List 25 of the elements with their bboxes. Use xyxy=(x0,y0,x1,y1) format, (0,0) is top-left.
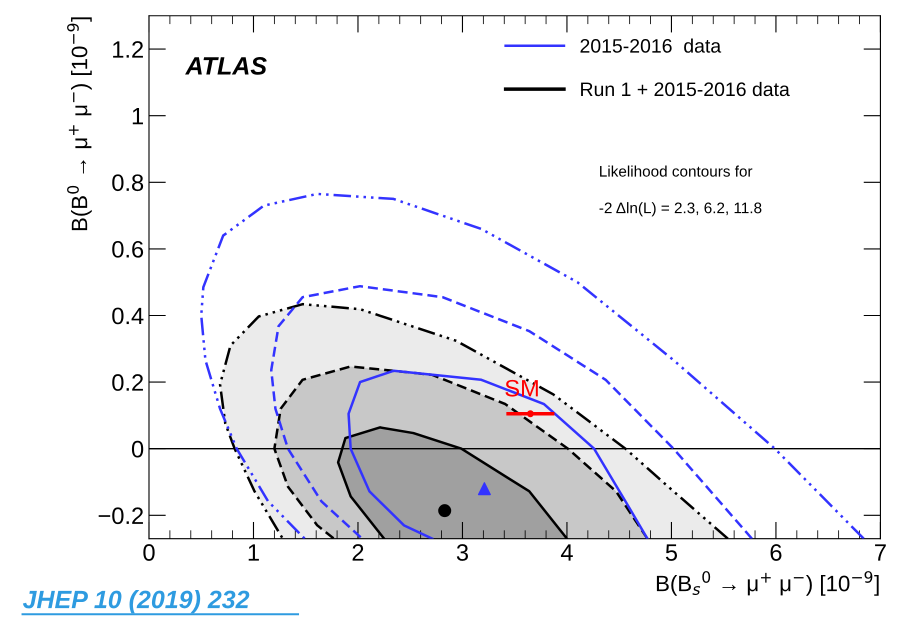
y-tick-label: 0 xyxy=(132,440,144,458)
x-tick-label: 1 xyxy=(248,544,259,561)
y-tick-label: 1 xyxy=(132,108,143,124)
annotation: ATLAS xyxy=(185,57,267,75)
x-tick-label: 3 xyxy=(456,544,468,561)
y-tick-label: 0.8 xyxy=(112,174,144,192)
legend-label: 2015-2016 data xyxy=(580,38,722,53)
text: JHEP 10 (2019) 232 xyxy=(22,590,250,614)
x-tick-label: 5 xyxy=(666,544,678,561)
x-tick-label: 7 xyxy=(875,544,886,561)
y-tick-label: −0.2 xyxy=(98,507,143,524)
text: B(B$_{s}$$^{0}$ → μ$^{+}$ μ$^{−}$) [10$^{−9}$] xyxy=(656,571,879,596)
x-tick-label: 6 xyxy=(770,544,782,561)
y-tick-label: 0.2 xyxy=(112,374,143,391)
y-tick-label: 0.4 xyxy=(112,308,144,324)
series-label: SM xyxy=(505,380,538,397)
y-tick-label: 1.2 xyxy=(113,41,143,58)
x-tick-label: 4 xyxy=(560,544,573,561)
x-tick-label: 0 xyxy=(143,544,155,561)
text: B(B$^{0}$ → μ$^{+}$ μ$^{−}$) [10$^{−9}$] xyxy=(67,17,92,230)
x-tick-label: 2 xyxy=(352,544,364,561)
annotation: Likelihood contours for xyxy=(600,166,752,177)
legend-label: Run 1 + 2015-2016 data xyxy=(581,82,790,96)
annotation: -2 Δln(L) = 2.3, 6.2, 11.8 xyxy=(600,202,762,216)
y-tick-label: 0.6 xyxy=(112,240,144,258)
